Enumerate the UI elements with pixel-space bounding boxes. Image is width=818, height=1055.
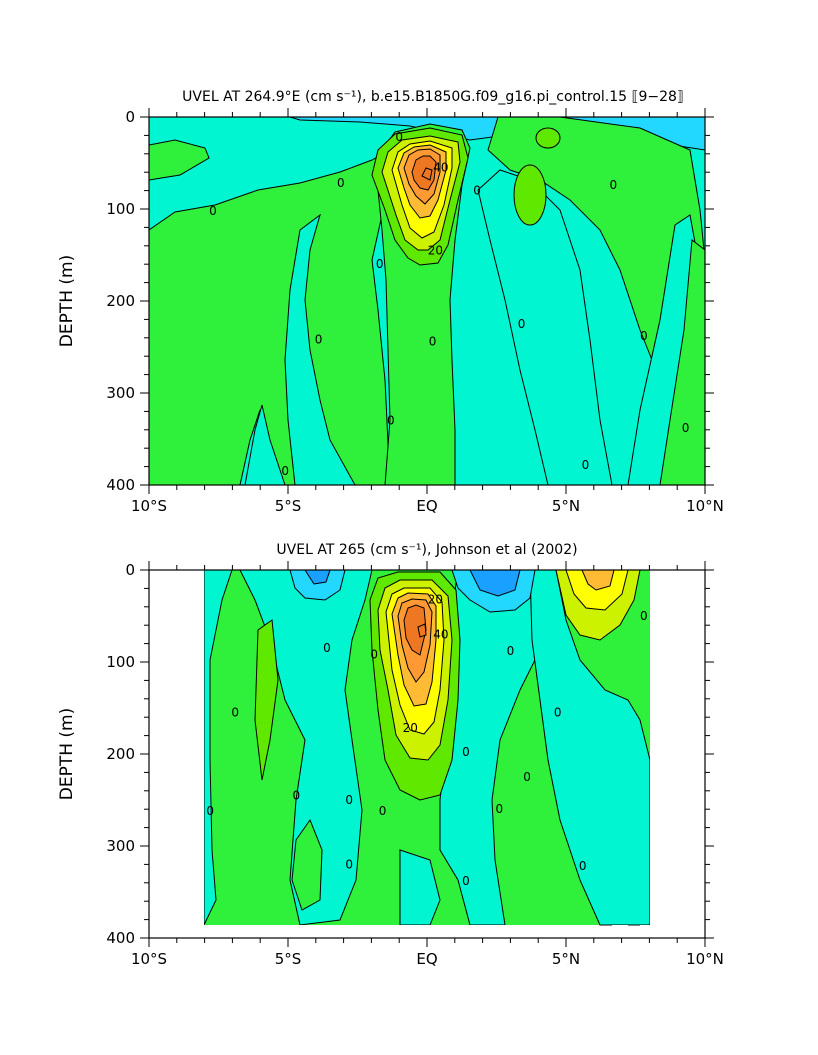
contour-label: 20 — [428, 592, 443, 606]
contour-label: 40 — [433, 627, 448, 641]
west-interior-cyan — [239, 570, 373, 926]
y-tick-label: 200 — [106, 292, 135, 310]
contour-label: 0 — [473, 184, 481, 198]
x-tick-label: 10°N — [686, 497, 724, 515]
south-tongue — [244, 404, 286, 485]
south-green-lobe — [291, 818, 323, 911]
no-data-west — [149, 570, 204, 938]
panel-1-contour-fill — [149, 117, 705, 485]
panel-2-ylabel: DEPTH (m) — [57, 708, 77, 800]
neg-core-south — [289, 570, 346, 601]
neg-core-south-inner — [304, 570, 331, 585]
panel-1-ylabel: DEPTH (m) — [57, 255, 77, 347]
contour-label: 0 — [429, 334, 437, 348]
contour-label: 0 — [395, 130, 403, 144]
west-green-column — [254, 619, 279, 781]
contour-label: 0 — [345, 857, 353, 871]
left-positive-region — [149, 139, 210, 181]
contour-label: 0 — [523, 770, 531, 784]
contour-label: 0 — [682, 421, 690, 435]
x-tick-label: EQ — [416, 497, 437, 515]
contour-label: 0 — [315, 333, 323, 347]
panel-observations: UVEL AT 265 (cm s⁻¹), Johnson et al (200… — [57, 542, 724, 968]
contour-label: 20 — [428, 243, 443, 257]
x-tick-label: 10°N — [686, 950, 724, 968]
panel-2-title: UVEL AT 265 (cm s⁻¹), Johnson et al (200… — [276, 542, 577, 558]
obs-euc-core — [417, 623, 427, 638]
contour-label: 0 — [370, 648, 378, 662]
x-tick-label: EQ — [416, 950, 437, 968]
contour-label: 0 — [323, 641, 331, 655]
contour-label: 0 — [293, 788, 301, 802]
panel-1-contour-labels: 0 0 0 0 0 0 0 40 20 0 0 0 0 0 0 0 — [209, 130, 689, 478]
contour-label: 0 — [554, 706, 562, 720]
y-tick-label: 0 — [125, 108, 135, 126]
y-tick-label: 100 — [106, 200, 135, 218]
contour-label: 0 — [518, 317, 526, 331]
contour-label: 0 — [379, 804, 387, 818]
contour-label: 0 — [281, 464, 289, 478]
blob-north-2 — [535, 127, 561, 149]
y-tick-label: 300 — [106, 837, 135, 855]
contour-label: 0 — [495, 802, 503, 816]
no-data-bottom — [204, 570, 705, 938]
y-tick-label: 200 — [106, 745, 135, 763]
y-tick-label: 300 — [106, 384, 135, 402]
contour-label: 0 — [640, 609, 648, 623]
x-tick-label: 5°S — [275, 497, 302, 515]
contour-label: 0 — [387, 414, 395, 428]
contour-label: 0 — [206, 804, 214, 818]
x-tick-label: 10°S — [131, 497, 167, 515]
north-surface-band-30 — [581, 570, 615, 591]
x-tick-label: 10°S — [131, 950, 167, 968]
contour-label: 40 — [433, 161, 448, 175]
panel-model: UVEL AT 264.9°E (cm s⁻¹), b.e15.B1850G.f… — [57, 89, 724, 515]
contour-label: 0 — [209, 204, 217, 218]
panel-2-contour-fill — [149, 570, 705, 938]
contour-label: 0 — [640, 329, 648, 343]
y-tick-label: 100 — [106, 653, 135, 671]
contour-label: 0 — [582, 458, 590, 472]
x-tick-label: 5°S — [275, 950, 302, 968]
east-positive-strip — [659, 239, 705, 485]
y-tick-label: 0 — [125, 561, 135, 579]
contour-label: 0 — [337, 176, 345, 190]
contour-label: 0 — [345, 793, 353, 807]
contour-label: 20 — [403, 721, 418, 735]
panel-1-title: UVEL AT 264.9°E (cm s⁻¹), b.e15.B1850G.f… — [182, 89, 684, 105]
contour-label: 0 — [376, 257, 384, 271]
blob-north-1 — [513, 164, 547, 226]
y-tick-label: 400 — [106, 476, 135, 494]
x-tick-label: 5°N — [552, 497, 580, 515]
panel-2-contour-labels: 0 0 0 0 0 0 0 0 20 40 20 0 0 0 0 0 0 0 0 — [206, 592, 647, 888]
contour-label: 0 — [462, 874, 470, 888]
contour-label: 0 — [579, 859, 587, 873]
y-tick-label: 400 — [106, 929, 135, 947]
contour-label: 0 — [231, 706, 239, 720]
south-west-cyan — [399, 849, 441, 926]
neg-core-north-inner — [469, 570, 521, 597]
contour-label: 0 — [507, 644, 515, 658]
contour-label: 0 — [462, 745, 470, 759]
x-tick-label: 5°N — [552, 950, 580, 968]
west-edge-cyan — [203, 570, 233, 926]
contour-label: 0 — [609, 178, 617, 192]
euc-core-70 — [421, 167, 433, 181]
